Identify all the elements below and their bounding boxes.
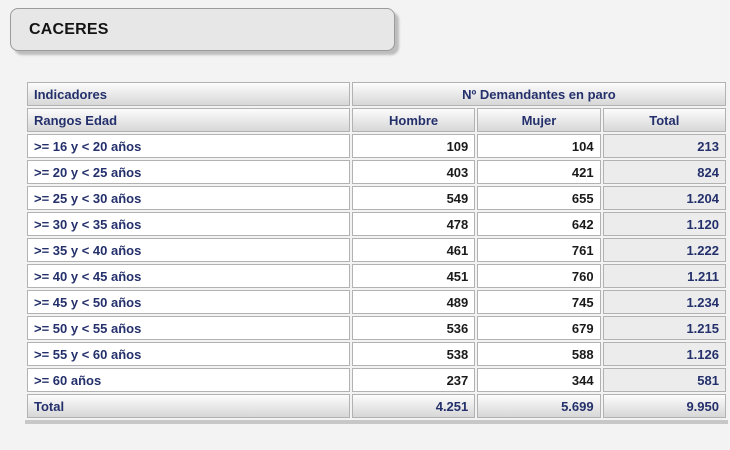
mujer-value-cell: 761 [477,238,601,262]
header-row-indicadores: Indicadores Nº Demandantes en paro [27,82,726,106]
table-row: >= 60 años 237 344 581 [27,368,726,392]
age-range-cell: >= 25 y < 30 años [27,186,350,210]
mujer-value-cell: 344 [477,368,601,392]
col-header-indicadores: Indicadores [27,82,350,106]
age-range-cell: >= 55 y < 60 años [27,342,350,366]
hombre-value-cell: 478 [351,212,476,236]
row-total-cell: 1.234 [602,290,726,314]
table-body: >= 16 y < 20 años 109 104 213 >= 20 y < 25 a… [27,134,726,392]
mujer-value-cell: 679 [477,316,601,340]
hombre-value-cell: 403 [351,160,476,184]
hombre-value-cell: 461 [351,238,476,262]
col-header-rangos-edad: Rangos Edad [27,108,350,132]
row-total-cell: 1.126 [602,342,726,366]
mujer-value-cell: 104 [477,134,601,158]
hombre-value-cell: 109 [351,134,476,158]
hombre-value-cell: 549 [351,186,476,210]
row-total-cell: 581 [602,368,726,392]
demandantes-en-paro-table: Indicadores Nº Demandantes en paro Rango… [25,80,728,420]
total-hombre-value: 4.251 [351,394,476,418]
table-row: >= 16 y < 20 años 109 104 213 [27,134,726,158]
total-row: Total 4.251 5.699 9.950 [27,394,726,418]
row-total-cell: 1.215 [602,316,726,340]
table-row: >= 50 y < 55 años 536 679 1.215 [27,316,726,340]
hombre-value-cell: 538 [351,342,476,366]
mujer-value-cell: 642 [477,212,601,236]
age-range-cell: >= 20 y < 25 años [27,160,350,184]
age-range-cell: >= 60 años [27,368,350,392]
grand-total-value: 9.950 [602,394,726,418]
age-range-cell: >= 45 y < 50 años [27,290,350,314]
table-row: >= 55 y < 60 años 538 588 1.126 [27,342,726,366]
total-mujer-value: 5.699 [477,394,601,418]
hombre-value-cell: 489 [351,290,476,314]
row-total-cell: 213 [602,134,726,158]
total-row-label: Total [27,394,350,418]
header-row-rangos: Rangos Edad Hombre Mujer Total [27,108,726,132]
row-total-cell: 1.204 [602,186,726,210]
mujer-value-cell: 655 [477,186,601,210]
mujer-value-cell: 745 [477,290,601,314]
table-row: >= 30 y < 35 años 478 642 1.120 [27,212,726,236]
age-range-cell: >= 35 y < 40 años [27,238,350,262]
table-row: >= 40 y < 45 años 451 760 1.211 [27,264,726,288]
hombre-value-cell: 451 [351,264,476,288]
table-row: >= 45 y < 50 años 489 745 1.234 [27,290,726,314]
mujer-value-cell: 588 [477,342,601,366]
mujer-value-cell: 421 [477,160,601,184]
age-range-cell: >= 40 y < 45 años [27,264,350,288]
col-header-hombre: Hombre [351,108,476,132]
table-row: >= 20 y < 25 años 403 421 824 [27,160,726,184]
demandantes-table-container: Indicadores Nº Demandantes en paro Rango… [25,80,728,420]
age-range-cell: >= 16 y < 20 años [27,134,350,158]
mujer-value-cell: 760 [477,264,601,288]
row-total-cell: 1.120 [602,212,726,236]
col-header-total: Total [602,108,726,132]
row-total-cell: 824 [602,160,726,184]
hombre-value-cell: 536 [351,316,476,340]
col-header-mujer: Mujer [477,108,601,132]
row-total-cell: 1.211 [602,264,726,288]
table-row: >= 25 y < 30 años 549 655 1.204 [27,186,726,210]
col-header-group-demandantes: Nº Demandantes en paro [351,82,726,106]
age-range-cell: >= 30 y < 35 años [27,212,350,236]
table-row: >= 35 y < 40 años 461 761 1.222 [27,238,726,262]
hombre-value-cell: 237 [351,368,476,392]
age-range-cell: >= 50 y < 55 años [27,316,350,340]
page-title: CACERES [29,20,109,38]
region-title-box: CACERES [10,8,395,51]
row-total-cell: 1.222 [602,238,726,262]
